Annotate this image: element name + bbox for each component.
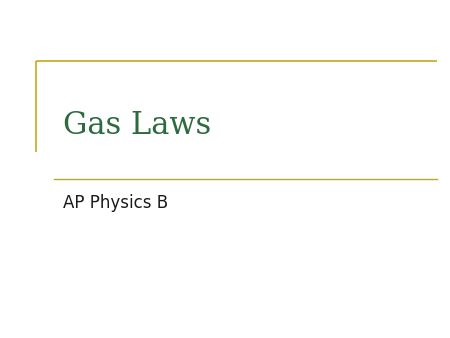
Text: Gas Laws: Gas Laws [63,110,211,141]
Text: AP Physics B: AP Physics B [63,194,168,212]
